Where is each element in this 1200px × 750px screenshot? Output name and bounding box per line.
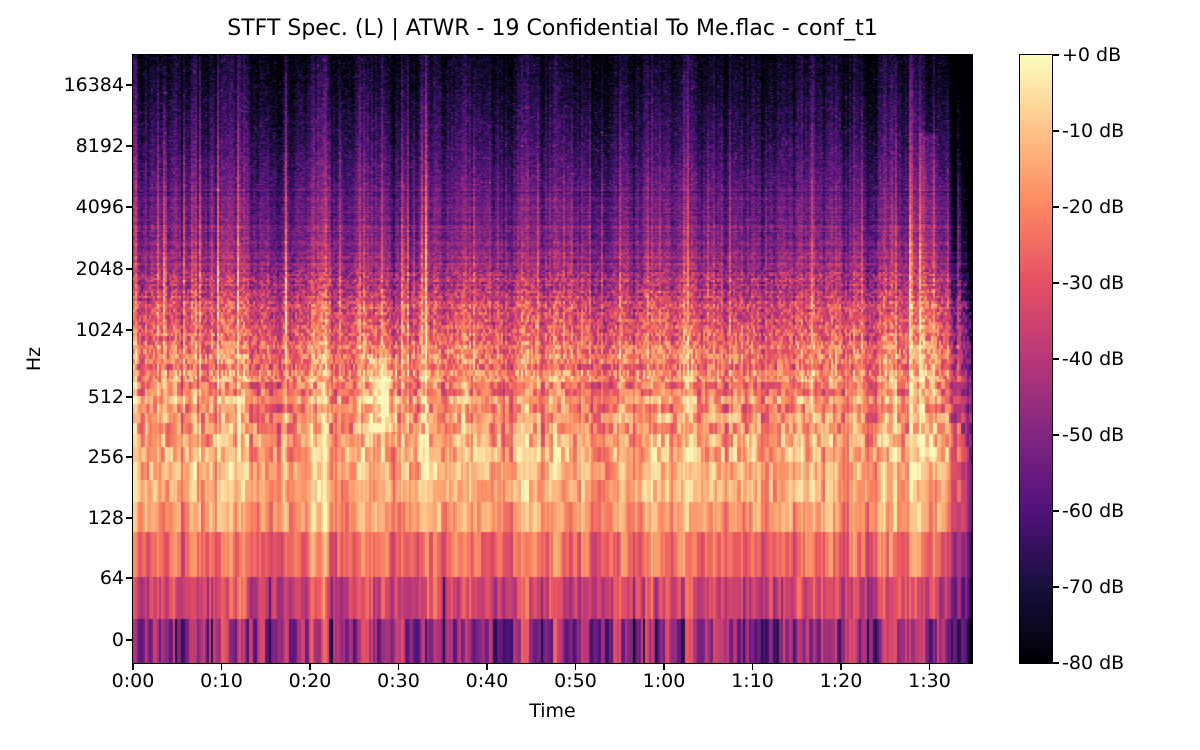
colorbar-tick-label: -80 dB — [1062, 652, 1125, 674]
y-tick-mark — [126, 517, 132, 519]
y-tick-label: 512 — [87, 386, 124, 408]
y-tick-label: 1024 — [75, 318, 124, 341]
colorbar-tick-mark — [1053, 206, 1059, 208]
x-tick-mark — [840, 664, 842, 670]
y-tick-label: 256 — [87, 446, 124, 468]
x-tick-label: 0:10 — [200, 670, 243, 692]
x-tick-mark — [220, 664, 223, 670]
colorbar-tick-label: -20 dB — [1062, 196, 1125, 218]
x-tick-label: 0:00 — [111, 670, 155, 692]
y-axis-label: Hz — [23, 346, 45, 372]
x-tick-label: 0:50 — [554, 670, 597, 692]
colorbar-tick-label: +0 dB — [1062, 44, 1122, 66]
x-tick-mark — [309, 664, 311, 670]
y-tick-label: 16384 — [63, 73, 124, 96]
y-tick-label: 2048 — [75, 258, 124, 281]
x-tick-label: 1:30 — [908, 670, 951, 692]
y-tick-label: 0 — [111, 629, 124, 652]
y-tick-label: 128 — [87, 506, 124, 529]
y-tick-label: 8192 — [75, 135, 124, 158]
colorbar-tick-label: -70 dB — [1062, 576, 1125, 598]
colorbar-tick-mark — [1053, 434, 1059, 436]
y-tick-mark — [126, 145, 132, 147]
x-tick-mark — [663, 664, 665, 670]
spectrogram-heatmap — [132, 54, 973, 664]
x-tick-label: 1:00 — [642, 670, 686, 692]
y-tick-label: 64 — [99, 567, 124, 589]
colorbar-tick-mark — [1053, 586, 1059, 588]
x-tick-label: 1:20 — [819, 670, 863, 692]
x-tick-mark — [132, 664, 134, 670]
x-tick-label: 0:40 — [465, 670, 509, 692]
colorbar-tick-mark — [1053, 130, 1059, 132]
x-tick-label: 0:30 — [377, 670, 420, 692]
x-tick-mark — [928, 664, 931, 670]
colorbar-tick-label: -30 dB — [1062, 272, 1125, 294]
x-tick-label: 0:20 — [288, 670, 332, 692]
y-tick-mark — [126, 639, 132, 641]
y-tick-label: 4096 — [75, 196, 124, 218]
colorbar-tick-mark — [1053, 54, 1059, 56]
x-tick-mark — [751, 664, 754, 670]
colorbar-tick-label: -40 dB — [1062, 348, 1125, 370]
x-tick-label: 1:10 — [731, 670, 774, 692]
colorbar-tick-mark — [1053, 358, 1059, 360]
y-tick-mark — [126, 268, 132, 270]
colorbar-tick-label: -60 dB — [1062, 500, 1125, 522]
x-axis-label: Time — [529, 700, 576, 722]
y-tick-mark — [126, 329, 132, 331]
colorbar-tick-label: -50 dB — [1062, 424, 1125, 446]
colorbar-gradient — [1019, 54, 1053, 664]
colorbar-tick-label: -10 dB — [1062, 120, 1125, 142]
x-tick-mark — [486, 664, 488, 670]
colorbar-tick-mark — [1053, 282, 1059, 284]
y-tick-mark — [126, 456, 132, 458]
x-tick-mark — [397, 664, 400, 670]
colorbar-tick-mark — [1053, 510, 1059, 512]
y-tick-mark — [126, 206, 132, 208]
y-tick-mark — [126, 577, 132, 579]
x-tick-mark — [574, 664, 577, 670]
y-tick-mark — [126, 396, 132, 398]
chart-title: STFT Spec. (L) | ATWR - 19 Confidential … — [227, 16, 878, 41]
y-tick-mark — [126, 84, 132, 86]
colorbar-tick-mark — [1053, 662, 1059, 664]
